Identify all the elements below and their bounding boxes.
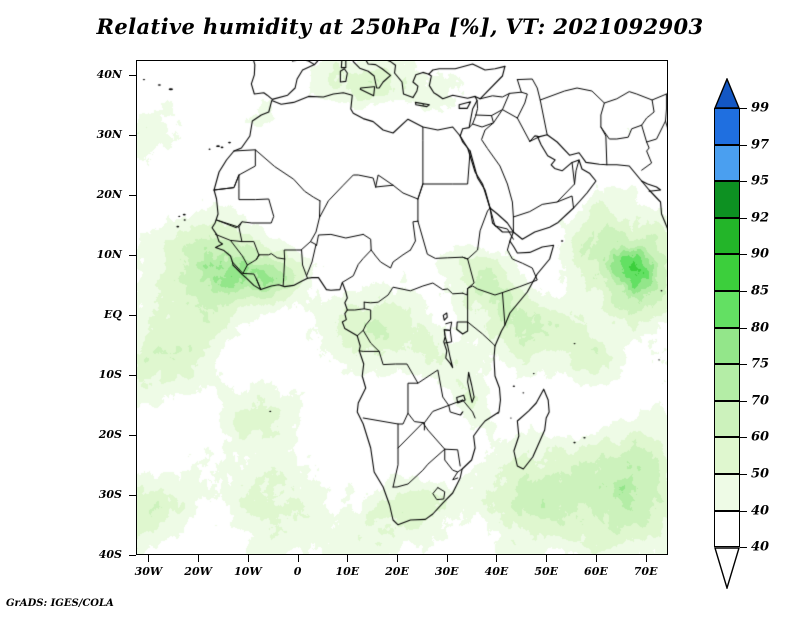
x-axis-label: 70E — [633, 565, 658, 578]
x-axis-label: 30W — [134, 565, 163, 578]
y-axis-tick — [129, 555, 136, 556]
y-axis-label: 20N — [96, 188, 122, 201]
credit-label: GrADS: IGES/COLA — [6, 598, 114, 609]
colorbar-segment[interactable] — [714, 400, 740, 438]
colorbar-tick — [740, 254, 747, 256]
y-axis-tick — [129, 495, 136, 496]
colorbar-segment[interactable] — [714, 510, 740, 548]
x-axis-tick — [546, 555, 548, 562]
y-axis-label: 40S — [98, 548, 122, 561]
x-axis-label: 10W — [234, 565, 262, 578]
x-axis-label: 20W — [184, 565, 212, 578]
x-axis-label: 30E — [434, 565, 459, 578]
colorbar-segment[interactable] — [714, 217, 740, 255]
colorbar-segment[interactable] — [714, 108, 740, 145]
y-axis-label: 30N — [96, 128, 122, 141]
x-axis-label: 60E — [584, 565, 608, 578]
x-axis-tick — [198, 555, 200, 562]
x-axis-tick — [247, 555, 249, 562]
colorbar-label: 85 — [751, 283, 770, 299]
colorbar-segment[interactable] — [714, 181, 740, 218]
x-axis-tick — [496, 555, 498, 562]
x-axis-label: 20E — [385, 565, 409, 578]
colorbar-tick — [740, 217, 747, 219]
x-axis-label: 10E — [335, 565, 360, 578]
colorbar-tick — [740, 181, 747, 183]
colorbar-tick — [740, 547, 747, 549]
x-axis-tick — [148, 555, 150, 562]
x-axis-label: 50E — [534, 565, 559, 578]
y-axis-tick — [129, 315, 136, 316]
colorbar-tick — [740, 108, 747, 109]
y-axis-tick — [129, 435, 136, 436]
y-axis-label: EQ — [104, 308, 122, 321]
page-title: Relative humidity at 250hPa [%], VT: 202… — [96, 14, 704, 39]
x-axis-label: 0 — [293, 565, 302, 578]
y-axis-tick — [129, 375, 136, 376]
colorbar-tick — [740, 364, 747, 366]
x-axis-label: 40E — [484, 565, 509, 578]
colorbar-segment[interactable] — [714, 364, 740, 401]
colorbar-tick — [740, 291, 747, 292]
x-axis-tick — [446, 555, 448, 562]
colorbar-tick — [740, 474, 747, 475]
colorbar-tick — [740, 400, 747, 402]
colorbar-label: 75 — [751, 356, 770, 372]
x-axis-tick — [397, 555, 399, 562]
colorbar-label: 60 — [751, 429, 770, 445]
colorbar-label: 80 — [751, 320, 770, 336]
colorbar-segment[interactable] — [714, 327, 740, 365]
colorbar-label: 92 — [751, 210, 770, 226]
colorbar-segment[interactable] — [714, 474, 740, 511]
colorbar-label: 70 — [751, 393, 770, 409]
x-axis-tick — [347, 555, 349, 562]
y-axis-label: 10N — [96, 248, 122, 261]
colorbar-segment[interactable] — [714, 437, 740, 474]
y-axis-label: 10S — [98, 368, 122, 381]
colorbar-label: 40 — [751, 503, 770, 519]
map-plot-area[interactable] — [136, 60, 668, 555]
colorbar-label: 40 — [751, 539, 770, 555]
coastline-overlay — [137, 61, 667, 554]
colorbar-segment[interactable] — [714, 254, 740, 291]
y-axis-label: 30S — [98, 488, 122, 501]
y-axis-tick — [129, 255, 136, 256]
x-axis-tick — [595, 555, 597, 562]
colorbar-top-arrow — [713, 77, 741, 109]
colorbar-bottom-arrow — [714, 547, 740, 591]
colorbar-tick — [740, 327, 747, 329]
x-axis-tick — [645, 555, 647, 562]
y-axis-label: 40N — [96, 68, 122, 81]
colorbar-segment[interactable] — [714, 144, 740, 182]
x-axis-tick — [297, 555, 299, 562]
colorbar[interactable]: 99 97 95 92 90 85 80 75 70 60 50 40 40 — [713, 77, 769, 591]
colorbar-label: 90 — [751, 246, 770, 262]
colorbar-tick — [740, 437, 747, 439]
y-axis-tick — [129, 135, 136, 136]
y-axis-label: 20S — [98, 428, 122, 441]
y-axis-tick — [129, 195, 136, 196]
colorbar-segment[interactable] — [714, 291, 740, 328]
colorbar-tick — [740, 510, 747, 512]
colorbar-label: 99 — [751, 100, 770, 116]
colorbar-tick — [740, 144, 747, 146]
colorbar-label: 95 — [751, 173, 770, 189]
y-axis-tick — [129, 75, 136, 76]
colorbar-label: 50 — [751, 466, 770, 482]
colorbar-label: 97 — [751, 137, 770, 153]
